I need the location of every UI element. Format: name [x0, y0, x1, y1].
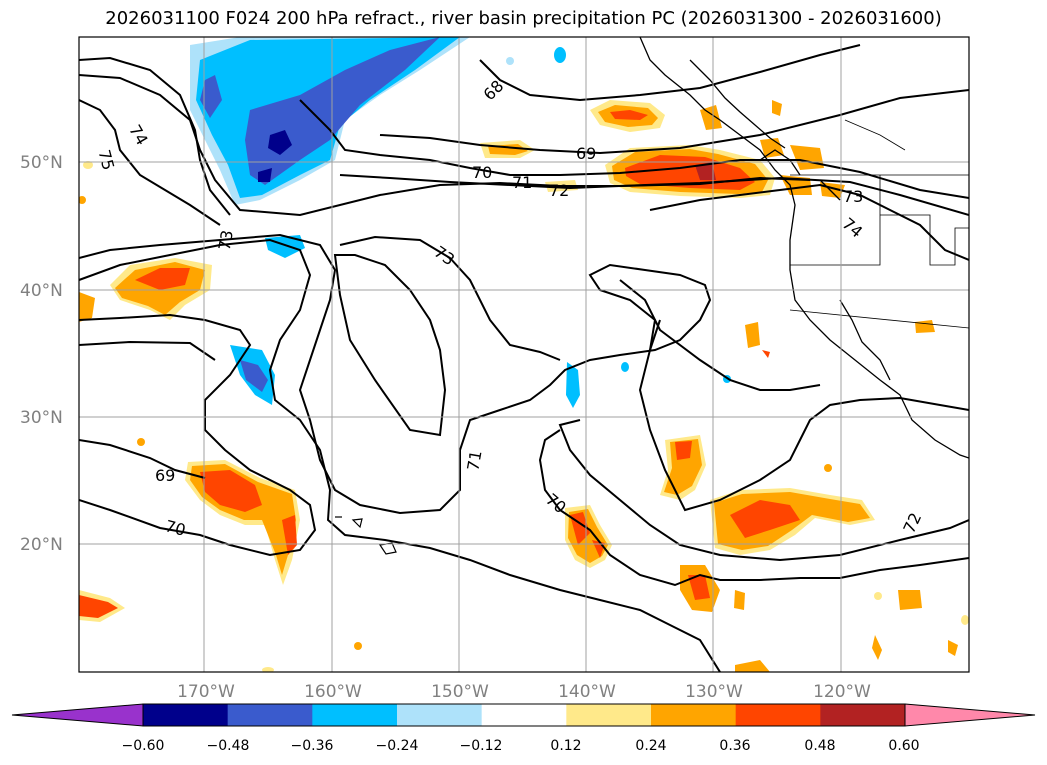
colorbar-segment [312, 704, 398, 726]
colorbar-segment [481, 704, 567, 726]
lon-label: 140°W [558, 682, 616, 702]
colorbar-tick: −0.36 [291, 738, 334, 754]
colorbar-extend-high [904, 703, 1036, 727]
refractivity-contours [79, 44, 969, 672]
lat-labels: 50°N 40°N 30°N 20°N [20, 153, 63, 555]
colorbar-tick: 0.60 [888, 738, 919, 754]
colorbar-tick: −0.12 [460, 738, 503, 754]
colorbar-frame [142, 703, 906, 727]
colorbar-extend-low [11, 703, 144, 727]
colorbar-segment [820, 704, 906, 726]
contour-label: 70 [163, 516, 188, 540]
lat-label: 30°N [20, 408, 63, 428]
lon-label: 150°W [431, 682, 489, 702]
colorbar-segment [397, 704, 483, 726]
colorbar-tick: −0.24 [376, 738, 419, 754]
positive-shading [79, 100, 969, 672]
coastlines [639, 37, 969, 459]
colorbar-tick: −0.60 [122, 738, 165, 754]
colorbar-tick: 0.48 [804, 738, 835, 754]
map-content: 68 69 70 71 72 73 73 73 74 74 75 69 70 7… [79, 37, 969, 672]
page-title: 2026031100 F024 200 hPa refract., river … [105, 8, 942, 29]
lon-labels: 170°W 160°W 150°W 140°W 130°W 120°W [177, 682, 871, 702]
gridlines [79, 37, 969, 672]
lon-label: 120°W [813, 682, 871, 702]
contour-label: 75 [94, 148, 118, 173]
lon-label: 170°W [177, 682, 235, 702]
colorbar-segment [566, 704, 652, 726]
colorbar-segment [735, 704, 821, 726]
lat-label: 20°N [20, 535, 63, 555]
lon-label: 130°W [685, 682, 743, 702]
colorbar-tick: 0.12 [550, 738, 581, 754]
colorbar-tick: −0.48 [207, 738, 250, 754]
colorbar-segment [651, 704, 737, 726]
contour-label: 70 [472, 163, 492, 182]
contour-label: 69 [155, 466, 175, 485]
colorbar-segment [143, 704, 229, 726]
contour-label: 72 [549, 181, 569, 200]
lon-label: 160°W [304, 682, 362, 702]
contour-label: 69 [576, 144, 596, 163]
map-frame [78, 36, 970, 673]
contour-label: 71 [512, 173, 532, 192]
lat-label: 40°N [20, 281, 63, 301]
contour-label: 71 [463, 449, 485, 472]
contour-label: 73 [843, 187, 863, 206]
colorbar-tick: 0.36 [719, 738, 750, 754]
colorbar: −0.60 −0.48 −0.36 −0.24 −0.12 0.12 0.24 … [11, 703, 1036, 754]
contour-label: 73 [215, 229, 237, 252]
colorbar-segment [227, 704, 313, 726]
colorbar-tick: 0.24 [635, 738, 666, 754]
lat-label: 50°N [20, 153, 63, 173]
